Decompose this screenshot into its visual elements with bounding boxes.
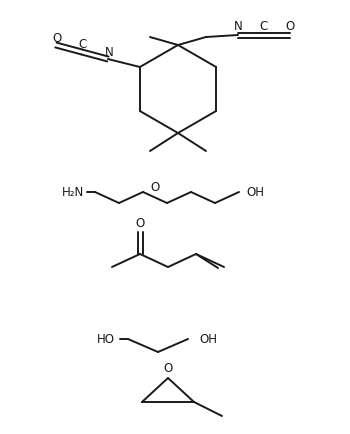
Text: N: N xyxy=(234,20,242,33)
Text: O: O xyxy=(285,20,295,33)
Text: O: O xyxy=(135,217,145,230)
Text: H₂N: H₂N xyxy=(62,186,84,199)
Text: C: C xyxy=(79,39,87,51)
Text: N: N xyxy=(105,46,113,58)
Text: O: O xyxy=(163,362,173,375)
Text: O: O xyxy=(150,181,160,194)
Text: HO: HO xyxy=(97,333,115,346)
Text: O: O xyxy=(52,31,62,44)
Text: OH: OH xyxy=(199,333,217,346)
Text: C: C xyxy=(260,20,268,33)
Text: OH: OH xyxy=(246,186,264,199)
